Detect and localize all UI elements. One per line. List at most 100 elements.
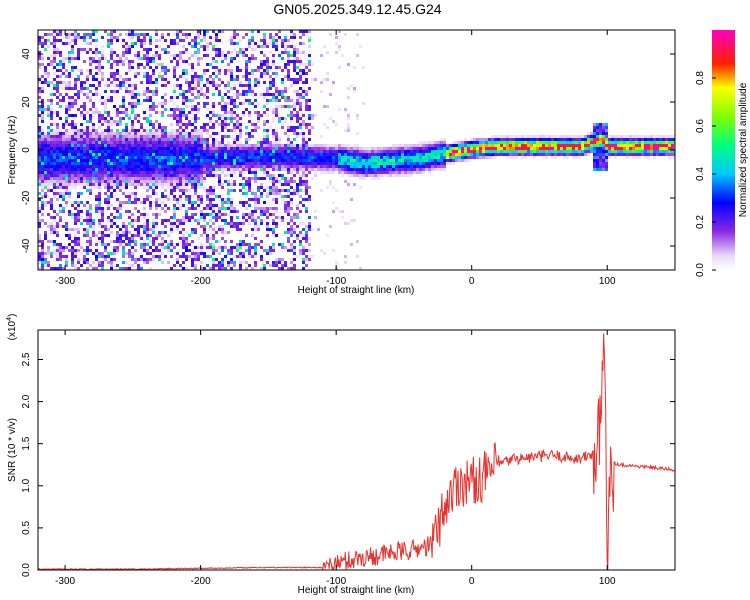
heatmap-cell xyxy=(443,159,446,162)
heatmap-cell xyxy=(110,129,113,132)
heatmap-cell xyxy=(86,174,89,177)
heatmap-cell xyxy=(44,48,47,51)
heatmap-cell xyxy=(59,216,62,219)
heatmap-cell xyxy=(233,87,236,90)
heatmap-cell xyxy=(155,180,158,183)
heatmap-cell xyxy=(152,249,155,252)
heatmap-cell xyxy=(176,261,179,264)
heatmap-cell xyxy=(257,69,260,72)
heatmap-cell xyxy=(137,57,140,60)
heatmap-cell xyxy=(278,150,281,153)
heatmap-cell xyxy=(146,147,149,150)
heatmap-cell xyxy=(290,177,293,180)
heatmap-cell xyxy=(203,228,206,231)
heatmap-cell xyxy=(290,99,293,102)
heatmap-cell xyxy=(266,63,269,66)
heatmap-cell xyxy=(179,159,182,162)
heatmap-cell xyxy=(242,150,245,153)
heatmap-cell xyxy=(146,144,149,147)
heatmap-cell xyxy=(344,108,347,111)
heatmap-cell xyxy=(173,180,176,183)
heatmap-cell xyxy=(188,120,191,123)
heatmap-cell xyxy=(101,135,104,138)
heatmap-cell xyxy=(188,156,191,159)
heatmap-cell xyxy=(89,48,92,51)
heatmap-cell xyxy=(41,141,44,144)
heatmap-cell xyxy=(296,81,299,84)
heatmap-cell xyxy=(161,195,164,198)
heatmap-cell xyxy=(119,183,122,186)
heatmap-cell xyxy=(473,156,476,159)
heatmap-cell xyxy=(512,150,515,153)
heatmap-cell xyxy=(92,183,95,186)
heatmap-cell xyxy=(80,87,83,90)
heatmap-cell xyxy=(209,153,212,156)
heatmap-cell xyxy=(131,120,134,123)
heatmap-cell xyxy=(191,153,194,156)
heatmap-cell xyxy=(185,144,188,147)
heatmap-cell xyxy=(77,168,80,171)
heatmap-cell xyxy=(119,147,122,150)
heatmap-cell xyxy=(329,162,332,165)
heatmap-cell xyxy=(62,126,65,129)
heatmap-cell xyxy=(410,171,413,174)
heatmap-cell xyxy=(152,81,155,84)
heatmap-cell xyxy=(59,177,62,180)
heatmap-cell xyxy=(116,135,119,138)
heatmap-cell xyxy=(299,234,302,237)
heatmap-cell xyxy=(161,165,164,168)
heatmap-cell xyxy=(80,174,83,177)
heatmap-cell xyxy=(185,147,188,150)
heatmap-cell xyxy=(305,198,308,201)
heatmap-cell xyxy=(212,237,215,240)
heatmap-cell xyxy=(197,135,200,138)
heatmap-cell xyxy=(107,198,110,201)
heatmap-cell xyxy=(251,216,254,219)
heatmap-cell xyxy=(344,144,347,147)
heatmap-cell xyxy=(215,132,218,135)
heatmap-cell xyxy=(89,207,92,210)
heatmap-cell xyxy=(260,144,263,147)
heatmap-cell xyxy=(278,258,281,261)
heatmap-cell xyxy=(245,66,248,69)
heatmap-cell xyxy=(197,129,200,132)
heatmap-cell xyxy=(209,111,212,114)
heatmap-cell xyxy=(494,147,497,150)
heatmap-cell xyxy=(59,219,62,222)
heatmap-cell xyxy=(308,165,311,168)
heatmap-cell xyxy=(215,264,218,267)
heatmap-cell xyxy=(344,156,347,159)
heatmap-cell xyxy=(89,33,92,36)
heatmap-cell xyxy=(371,156,374,159)
heatmap-cell xyxy=(335,147,338,150)
heatmap-cell xyxy=(158,111,161,114)
heatmap-cell xyxy=(230,246,233,249)
heatmap-cell xyxy=(536,153,539,156)
heatmap-cell xyxy=(134,201,137,204)
heatmap-cell xyxy=(164,255,167,258)
heatmap-cell xyxy=(59,75,62,78)
heatmap-cell xyxy=(305,126,308,129)
heatmap-cell xyxy=(149,162,152,165)
heatmap-cell xyxy=(101,210,104,213)
heatmap-cell xyxy=(125,141,128,144)
heatmap-cell xyxy=(239,162,242,165)
heatmap-cell xyxy=(125,177,128,180)
heatmap-cell xyxy=(152,189,155,192)
heatmap-cell xyxy=(326,72,329,75)
heatmap-cell xyxy=(185,36,188,39)
heatmap-cell xyxy=(257,117,260,120)
heatmap-cell xyxy=(98,84,101,87)
heatmap-cell xyxy=(359,177,362,180)
heatmap-cell xyxy=(287,222,290,225)
heatmap-cell xyxy=(260,240,263,243)
heatmap-cell xyxy=(113,258,116,261)
heatmap-cell xyxy=(290,186,293,189)
heatmap-cell xyxy=(62,165,65,168)
heatmap-cell xyxy=(275,201,278,204)
heatmap-cell xyxy=(374,162,377,165)
heatmap-cell xyxy=(50,147,53,150)
heatmap-cell xyxy=(185,237,188,240)
heatmap-cell xyxy=(467,156,470,159)
heatmap-cell xyxy=(356,171,359,174)
